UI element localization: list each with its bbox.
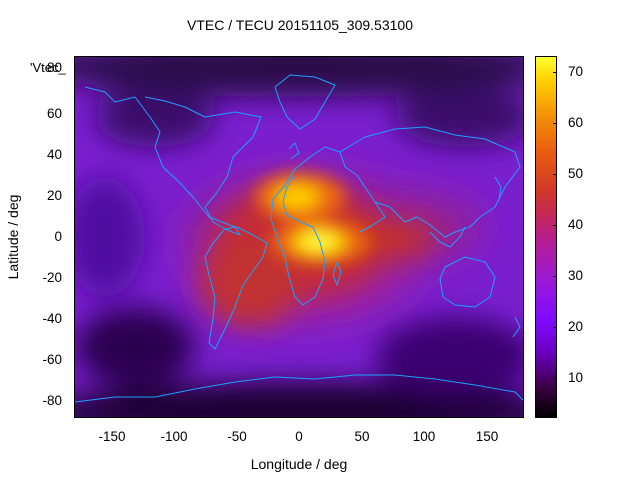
x-tick-label: 50 [354,429,370,444]
south-atlantic-red [200,237,300,327]
colorbar-tick-label: 60 [568,115,584,130]
coast-antarctica [75,374,523,403]
x-tick-label: -150 [98,429,126,444]
colorbar-tick [553,378,557,379]
coast-new-zealand [512,316,521,338]
coast-madagascar [332,261,342,286]
coast-asia [339,126,521,238]
north-america-low [95,87,215,147]
colorbar-tick-label: 40 [568,217,584,232]
x-tick-label: -100 [160,429,188,444]
coast-north-america [84,86,262,236]
coast-europe-africa [270,146,386,306]
colorbar-tick [553,225,557,226]
y-tick-label: -40 [42,311,62,326]
colorbar-tick [553,123,557,124]
x-tick-label: -50 [227,429,247,444]
colorbar-tick [553,327,557,328]
colorbar-tick [553,72,557,73]
y-tick-label: -20 [42,270,62,285]
y-tick-label: 20 [46,188,62,203]
colorbar-tick [553,174,557,175]
page-title: VTEC / TECU 20151105_309.53100 [187,17,413,33]
y-tick-label: -80 [42,393,62,408]
x-tick-label: 150 [475,429,499,444]
y-tick-label: -60 [42,352,62,367]
coast-greenland [274,74,336,130]
arctic-low [75,57,523,97]
siberia-low [395,87,523,147]
colorbar-tick-label: 10 [568,370,584,385]
vtec-heatmap-svg [75,57,523,417]
coastlines [75,74,523,403]
x-tick-label: 0 [295,429,303,444]
colorbar-tick [553,276,557,277]
colorbar-tick-label: 30 [568,268,584,283]
vtec-map [74,56,524,418]
coast-australia [439,256,496,308]
colorbar-tick-label: 70 [568,64,584,79]
x-axis-label: Longitude / deg [250,456,348,472]
y-axis-label: Latitude / deg [5,194,21,280]
y-tick-label: 80 [46,60,62,75]
coast-south-america [204,226,268,350]
coast-japan [494,176,502,200]
y-tick-label: 0 [54,229,62,244]
south-pacific-low [75,307,195,387]
x-tick-label: 100 [412,429,436,444]
y-tick-label: 40 [46,147,62,162]
coast-uk [288,142,300,160]
colorbar [535,56,557,418]
colorbar-tick-label: 50 [568,166,584,181]
coast-southeast-asia [429,226,466,248]
legend-key: 'Vtec_ [30,60,66,75]
colorbar-tick-label: 20 [568,319,584,334]
y-tick-label: 60 [46,106,62,121]
east-pacific-low [75,177,145,297]
